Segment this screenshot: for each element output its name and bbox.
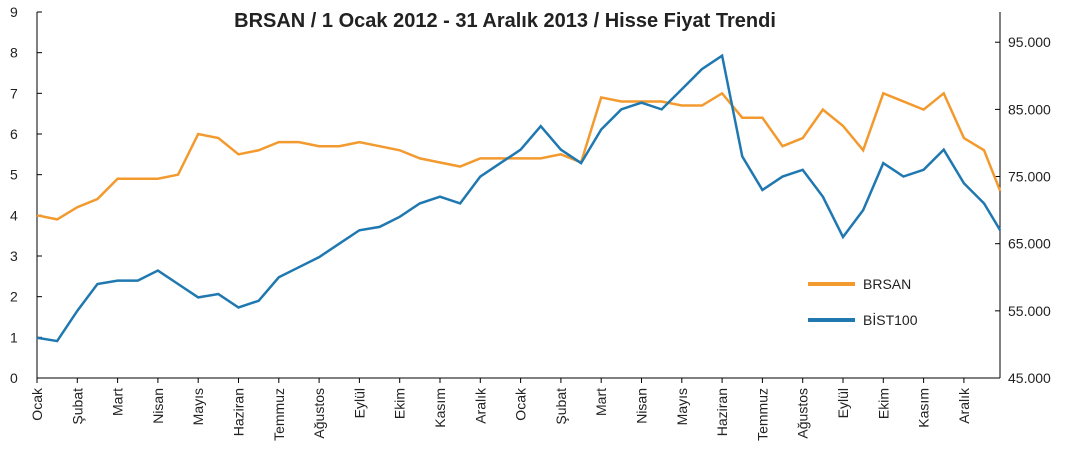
x-tick-label: Mayıs	[674, 388, 690, 425]
y2-tick-label: 75.000	[1008, 169, 1051, 185]
x-tick-label: Kasım	[432, 388, 448, 428]
x-tick-label: Aralık	[956, 387, 972, 424]
y2-tick-label: 65.000	[1008, 236, 1051, 252]
x-tick-label: Ocak	[513, 387, 529, 421]
legend-label: BRSAN	[863, 276, 911, 292]
x-tick-label: Ağustos	[311, 388, 327, 439]
x-tick-label: Ocak	[29, 387, 45, 421]
series-line	[36, 91, 1002, 221]
x-tick-label: Ağustos	[795, 388, 811, 439]
y2-tick-label: 85.000	[1008, 101, 1051, 117]
x-tick-label: Şubat	[69, 388, 85, 425]
legend-label: BİST100	[863, 311, 918, 328]
x-tick-label: Ekim	[875, 388, 891, 419]
x-tick-label: Kasım	[916, 388, 932, 428]
y-tick-label: 8	[10, 45, 18, 61]
y-tick-label: 4	[10, 207, 18, 223]
y-tick-label: 6	[10, 126, 18, 142]
x-tick-label: Mart	[593, 388, 609, 416]
x-tick-label: Temmuz	[271, 388, 287, 441]
y2-tick-label: 95.000	[1008, 34, 1051, 50]
x-tick-label: Haziran	[231, 388, 247, 436]
x-tick-label: Ekim	[392, 388, 408, 419]
x-tick-label: Temmuz	[754, 388, 770, 441]
y-tick-label: 0	[10, 370, 18, 386]
chart-title: BRSAN / 1 Ocak 2012 - 31 Aralık 2013 / H…	[234, 10, 776, 32]
x-tick-label: Mayıs	[190, 388, 206, 425]
series-line	[36, 53, 1002, 343]
x-tick-label: Şubat	[553, 388, 569, 425]
x-tick-label: Haziran	[714, 388, 730, 436]
y-tick-label: 5	[10, 167, 18, 183]
y2-tick-label: 55.000	[1008, 303, 1051, 319]
x-tick-label: Aralık	[472, 387, 488, 424]
y-tick-label: 7	[10, 85, 18, 101]
x-tick-label: Mart	[110, 388, 126, 416]
y-tick-label: 9	[10, 4, 18, 20]
x-tick-label: Eylül	[835, 388, 851, 418]
x-tick-label: Nisan	[634, 388, 650, 424]
x-tick-label: Eylül	[351, 388, 367, 418]
x-tick-label: Nisan	[150, 388, 166, 424]
y-tick-label: 2	[10, 289, 18, 305]
y-tick-label: 1	[10, 329, 18, 345]
y2-tick-label: 45.000	[1008, 370, 1051, 386]
y-tick-label: 3	[10, 248, 18, 264]
